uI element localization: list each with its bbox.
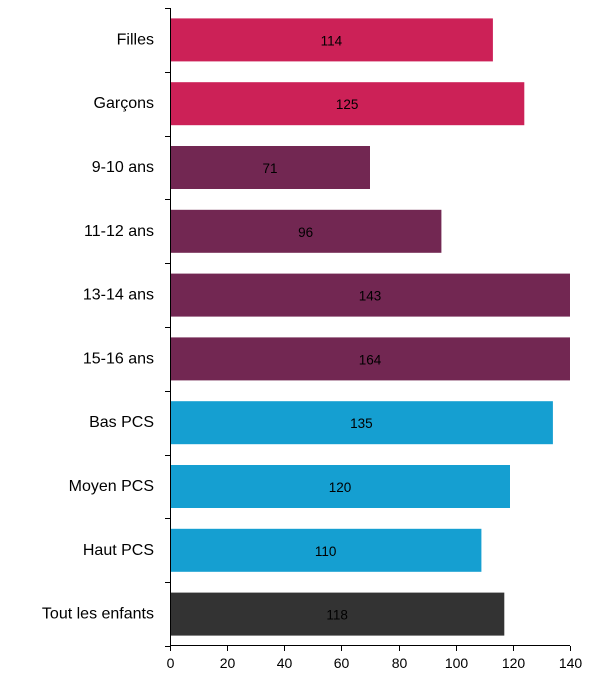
- data-label: 71: [262, 161, 277, 176]
- category-label: 11-12 ans: [84, 223, 154, 240]
- axes: [170, 8, 570, 646]
- bar: [170, 401, 553, 445]
- category-label: Filles: [117, 31, 154, 48]
- x-tick-label: 140: [559, 655, 583, 671]
- data-label: 135: [350, 416, 373, 431]
- category-label: 9-10 ans: [92, 159, 154, 176]
- data-label: 114: [321, 33, 343, 48]
- y-axis-ticks: [165, 8, 170, 647]
- data-label: 164: [359, 352, 382, 367]
- category-label: Moyen PCS: [69, 478, 154, 495]
- data-label: 110: [315, 544, 337, 559]
- bars-group: [170, 18, 570, 636]
- x-axis-ticks: 0 20 40 60 80 100 120 140: [167, 646, 583, 671]
- x-tick-label: 20: [220, 655, 236, 671]
- x-tick-label: 0: [167, 655, 175, 671]
- bar: [170, 592, 505, 636]
- category-label: Bas PCS: [89, 414, 154, 431]
- data-label: 118: [326, 608, 348, 623]
- x-tick-label: 60: [334, 655, 350, 671]
- bar: [170, 146, 370, 189]
- bar: [170, 337, 570, 381]
- bar: [170, 18, 493, 62]
- data-label: 125: [336, 97, 359, 112]
- bar: [170, 82, 525, 126]
- category-label: Garçons: [94, 95, 154, 112]
- data-label: 120: [329, 480, 352, 495]
- x-tick-label: 40: [277, 655, 293, 671]
- x-tick-label: 120: [502, 655, 526, 671]
- category-label: 15-16 ans: [83, 350, 154, 367]
- category-label: Tout les enfants: [42, 606, 154, 623]
- data-label: 143: [359, 289, 382, 304]
- bar: [170, 465, 510, 508]
- bar: [170, 528, 482, 572]
- x-tick-label: 80: [392, 655, 408, 671]
- data-label: 96: [298, 225, 313, 240]
- category-label: 13-14 ans: [83, 287, 154, 304]
- data-labels: 114 125 71 96 143 164 135 120 110 118: [262, 33, 381, 622]
- x-tick-label: 100: [445, 655, 469, 671]
- bar: [170, 209, 442, 253]
- category-labels: Filles Garçons 9-10 ans 11-12 ans 13-14 ans 1…: [42, 31, 154, 622]
- bar: [170, 273, 570, 317]
- category-label: Haut PCS: [83, 542, 154, 559]
